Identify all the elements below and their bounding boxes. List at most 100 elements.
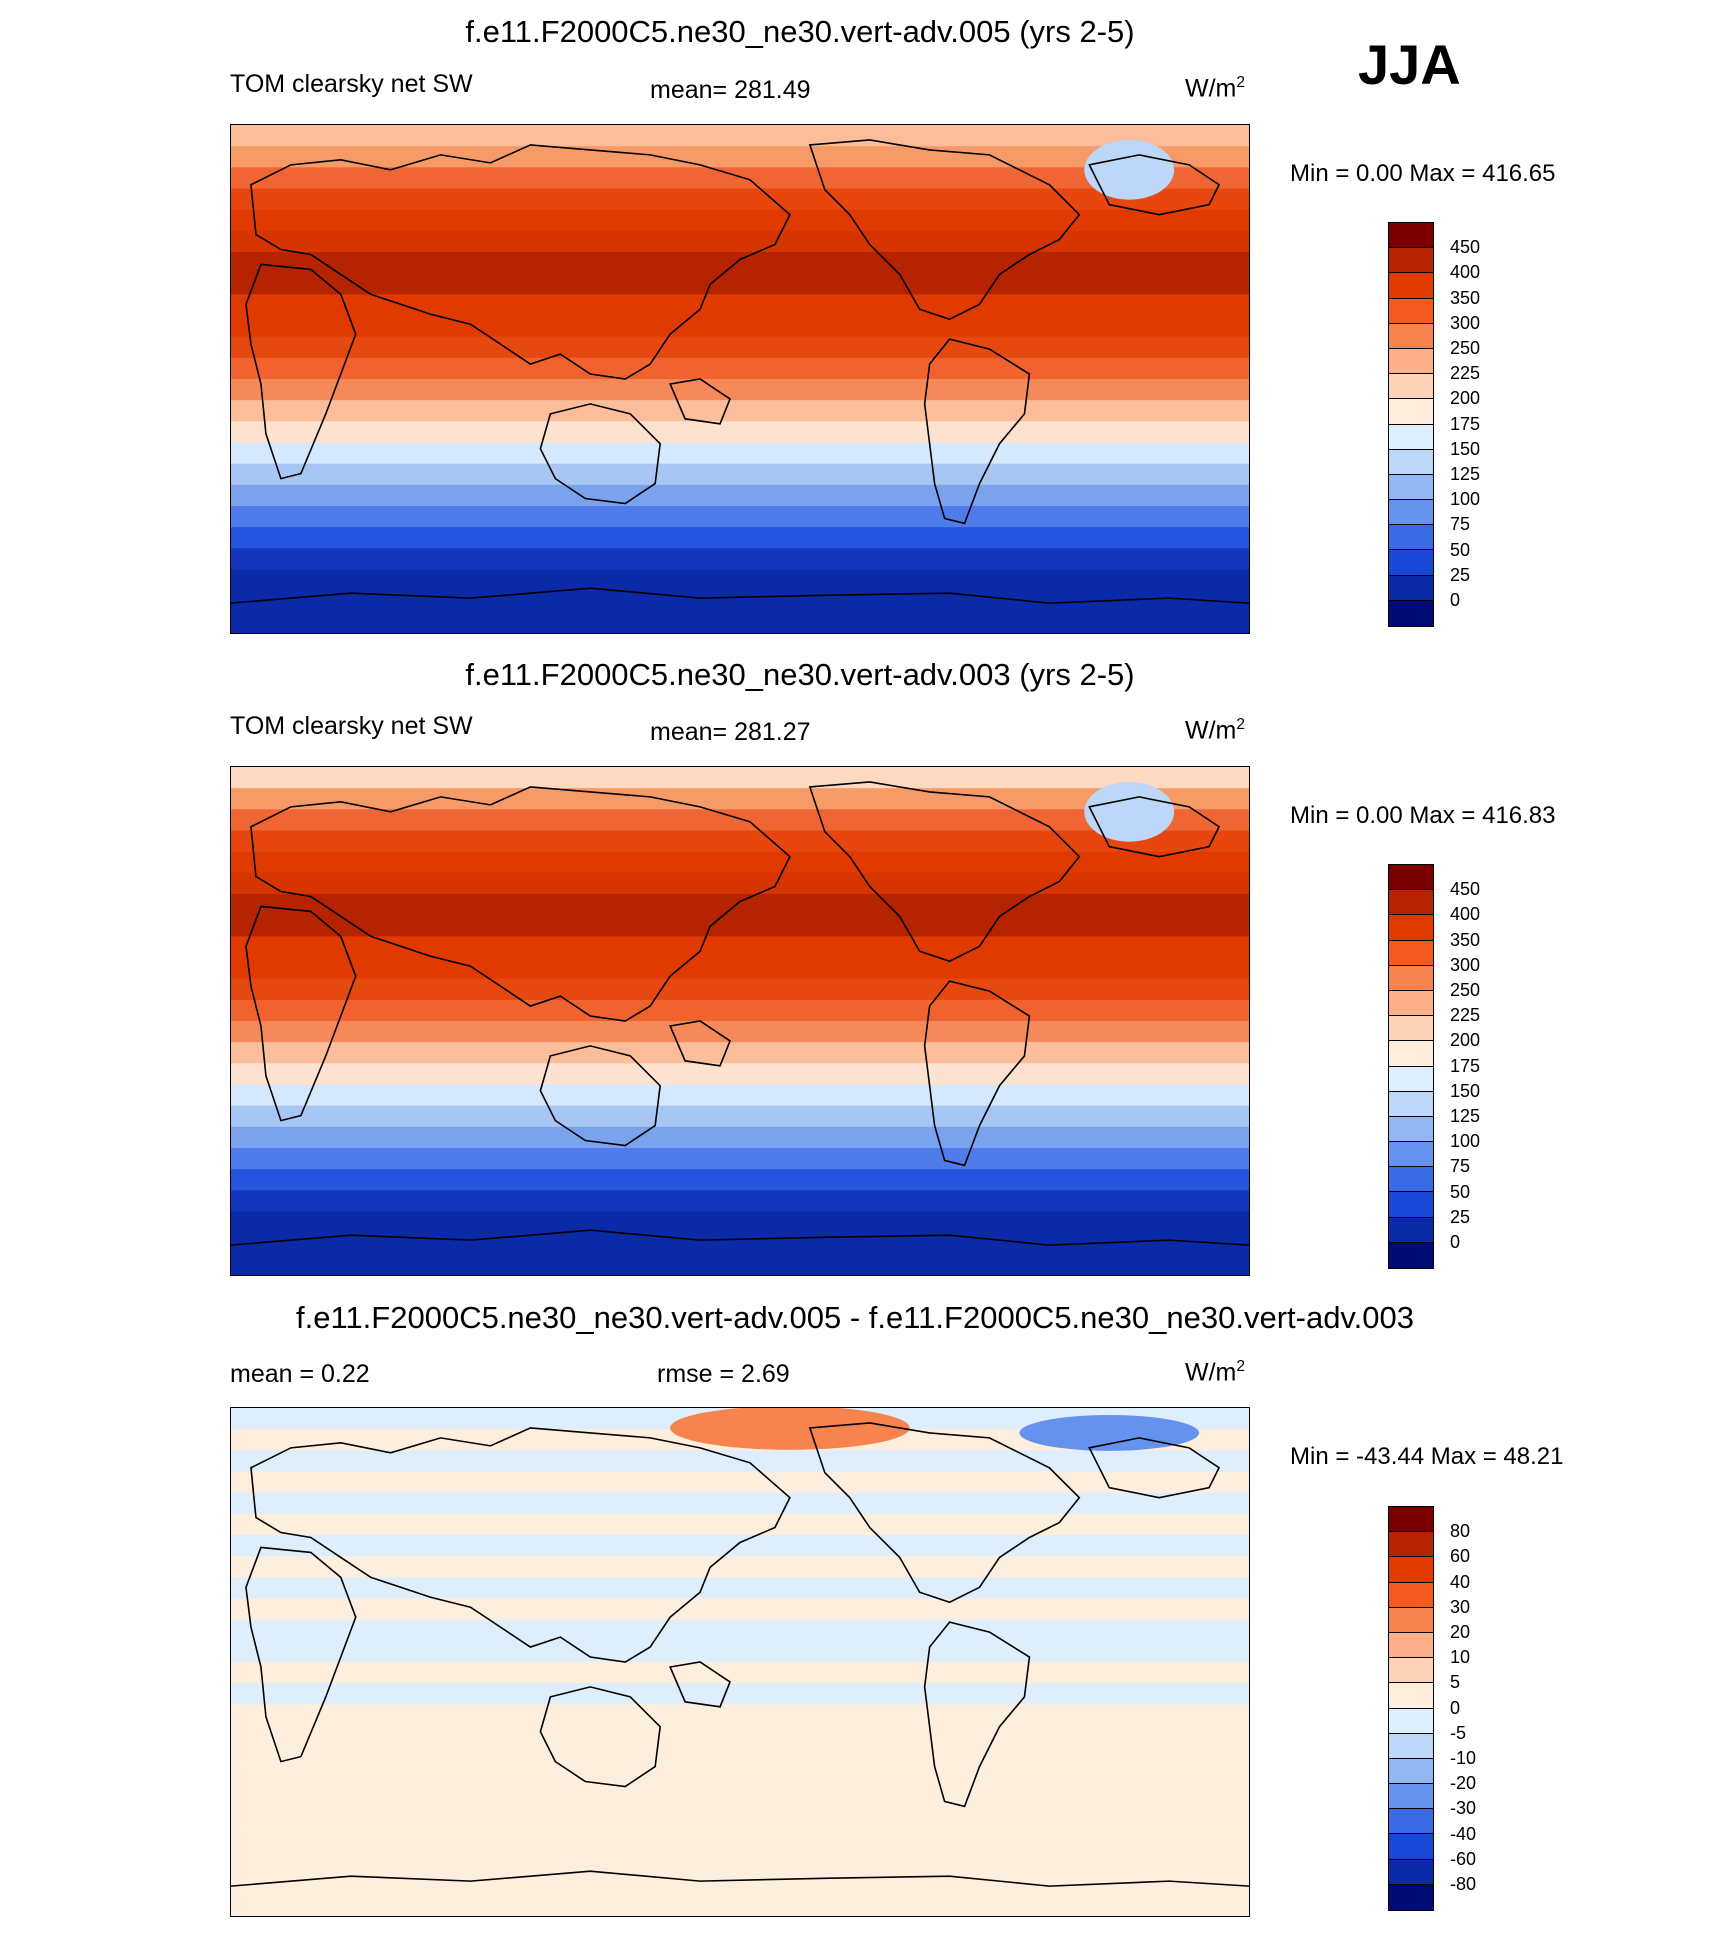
colorbar-tick-label: 25 (1450, 1206, 1471, 1227)
colorbar-swatch (1389, 298, 1433, 324)
latitude-band (231, 125, 1249, 147)
panel-3-mean-label: mean = 0.22 (230, 1360, 370, 1388)
colorbar-swatch (1389, 500, 1433, 526)
panel-2-map (230, 766, 1250, 1276)
colorbar-swatch (1389, 1834, 1433, 1860)
latitude-band (231, 167, 1249, 190)
coastline (250, 1427, 791, 1663)
colorbar-tick-label: 10 (1450, 1647, 1471, 1668)
coastline (539, 1045, 661, 1147)
panel-2-title: f.e11.F2000C5.ne30_ne30.vert-adv.003 (yr… (465, 657, 1135, 692)
colorbar-swatch (1389, 1142, 1433, 1168)
colorbar-swatch (1389, 348, 1433, 375)
latitude-band (231, 999, 1249, 1022)
colorbar-tick-label: 200 (1450, 388, 1481, 409)
latitude-band (231, 209, 1249, 232)
colorbar-swatch (1389, 525, 1433, 551)
latitude-band (231, 357, 1249, 380)
greenland-low-value-region (1084, 781, 1175, 842)
panel-2-units: W/m2 (1185, 716, 1245, 745)
colorbar-tick-label: 20 (1450, 1622, 1471, 1642)
latitude-band (231, 1042, 1249, 1064)
season-label: JJA (1358, 33, 1461, 96)
latitude-band (231, 1190, 1249, 1213)
colorbar-tick-label: -30 (1450, 1798, 1477, 1819)
panel-2-minmax: Min = 0.00 Max = 416.83 (1290, 802, 1556, 829)
colorbar-swatch (1389, 990, 1433, 1017)
panel-1-colorbar (1388, 222, 1434, 627)
colorbar-tick-label: -40 (1450, 1823, 1477, 1844)
latitude-band (231, 336, 1249, 359)
colorbar-swatch (1389, 399, 1433, 425)
colorbar-swatch (1389, 915, 1433, 941)
latitude-band (231, 1767, 1249, 1790)
latitude-band (231, 1683, 1249, 1705)
colorbar-tick-label: 450 (1450, 879, 1481, 900)
colorbar-tick-label: 75 (1450, 1156, 1471, 1177)
latitude-band (231, 851, 1249, 874)
latitude-band (231, 1725, 1249, 1748)
coastline (231, 1870, 1249, 1887)
coastline (231, 587, 1249, 604)
latitude-band (231, 915, 1249, 937)
colorbar-tick-label: -20 (1450, 1773, 1477, 1794)
latitude-band (231, 1148, 1249, 1170)
panel-3-map-field (231, 1408, 1249, 1916)
coastline (1088, 1437, 1221, 1499)
colorbar-swatch (1389, 1066, 1433, 1092)
latitude-band (231, 1852, 1249, 1875)
colorbar-tick-label: 5 (1450, 1672, 1461, 1693)
panel-3-rmse-label: rmse = 2.69 (657, 1360, 790, 1388)
latitude-band (231, 1556, 1249, 1578)
coastline (250, 144, 791, 380)
colorbar-tick-label: 150 (1450, 1080, 1481, 1101)
colorbar-swatch (1389, 449, 1433, 475)
colorbar-swatch (1389, 1242, 1433, 1268)
colorbar-tick-label: -5 (1450, 1722, 1467, 1743)
latitude-band (231, 1253, 1249, 1275)
latitude-band (231, 1450, 1249, 1473)
colorbar-tick-label: 225 (1450, 1005, 1481, 1026)
colorbar-swatch (1389, 1016, 1433, 1042)
latitude-band (231, 1063, 1249, 1086)
colorbar-tick-label: 175 (1450, 1055, 1481, 1076)
latitude-band (231, 957, 1249, 980)
latitude-band (231, 894, 1249, 916)
arctic-negative-anomaly (1019, 1414, 1200, 1451)
colorbar-swatch (1389, 248, 1433, 274)
coastline (539, 403, 661, 505)
latitude-band (231, 1211, 1249, 1234)
latitude-band (231, 379, 1249, 401)
colorbar-swatch (1389, 223, 1433, 249)
colorbar-tick-label: 80 (1450, 1521, 1471, 1542)
panel-2-colorbar (1388, 864, 1434, 1269)
colorbar-tick-label: 300 (1450, 954, 1481, 975)
panel-1-mean-label: mean= 281.49 (650, 76, 811, 104)
colorbar-tick-label: 40 (1450, 1571, 1471, 1592)
latitude-band (231, 1831, 1249, 1854)
coastline (669, 378, 732, 425)
colorbar-tick-label: 0 (1450, 590, 1461, 610)
latitude-band (231, 1471, 1249, 1494)
colorbar-swatch (1389, 965, 1433, 991)
latitude-band (231, 1084, 1249, 1107)
colorbar-tick-label: -80 (1450, 1874, 1477, 1894)
colorbar-tick-label: 125 (1450, 464, 1481, 484)
coastline (1088, 154, 1221, 216)
latitude-band (231, 1126, 1249, 1149)
latitude-band (231, 1535, 1249, 1557)
colorbar-swatch (1389, 1758, 1433, 1785)
latitude-band (231, 1640, 1249, 1663)
colorbar-swatch (1389, 1217, 1433, 1243)
colorbar-swatch (1389, 1507, 1433, 1533)
latitude-band (231, 1513, 1249, 1536)
latitude-band (231, 1598, 1249, 1621)
colorbar-tick-label: 225 (1450, 363, 1481, 384)
colorbar-tick-label: 30 (1450, 1596, 1471, 1617)
colorbar-tick-label: 300 (1450, 312, 1481, 333)
greenland-low-value-region (1084, 139, 1175, 200)
coastline (923, 338, 1031, 525)
colorbar-swatch (1389, 1116, 1433, 1143)
colorbar-tick-label: 400 (1450, 262, 1481, 283)
colorbar-swatch (1389, 374, 1433, 400)
